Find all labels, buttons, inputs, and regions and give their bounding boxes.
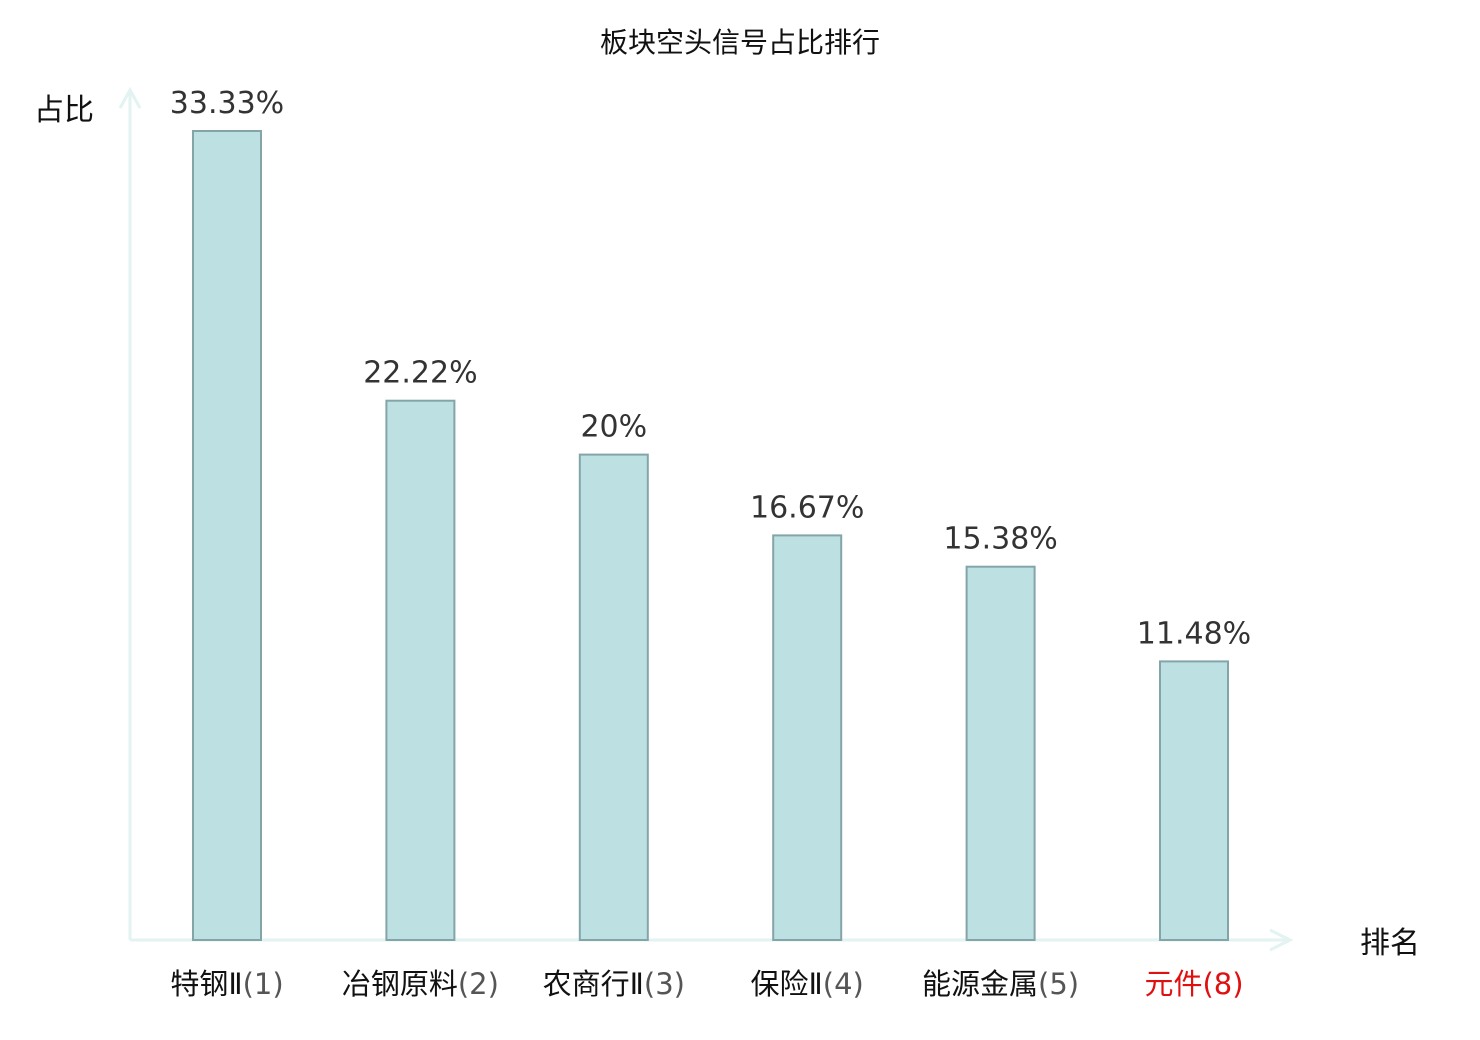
bars	[192, 130, 1229, 942]
category-label: 特钢Ⅱ(1)	[170, 967, 283, 1001]
axes	[118, 86, 1294, 952]
value-labels: 33.33% 22.22% 20% 16.67% 15.38% 11.48%	[170, 86, 1251, 651]
category-rank: (1)	[243, 967, 284, 1001]
y-axis-arrow-icon	[118, 86, 142, 109]
bar-value-label: 20%	[580, 410, 647, 445]
bar	[192, 130, 262, 941]
category-name: 特钢Ⅱ	[170, 967, 242, 1001]
category-name: 冶钢原料	[342, 967, 458, 1001]
bar-value-label: 11.48%	[1137, 616, 1251, 651]
category-name: 农商行Ⅱ	[543, 967, 644, 1001]
category-name: 能源金属	[922, 967, 1038, 1001]
chart-title: 板块空头信号占比排行	[600, 26, 880, 59]
category-rank: (2)	[458, 967, 499, 1001]
bar-value-label: 16.67%	[750, 490, 864, 525]
category-rank: (4)	[823, 967, 864, 1001]
x-axis-arrow-icon	[1269, 928, 1294, 952]
category-name: 元件	[1144, 967, 1202, 1001]
bar-value-label: 22.22%	[363, 356, 477, 391]
category-rank: (3)	[644, 967, 685, 1001]
bar-value-label: 33.33%	[170, 86, 284, 121]
bar	[1159, 660, 1229, 942]
bar	[772, 534, 843, 942]
category-label: 保险Ⅱ(4)	[751, 967, 864, 1001]
x-axis-label: 排名	[1360, 926, 1420, 961]
bar	[385, 399, 456, 941]
bar-value-label: 15.38%	[943, 522, 1057, 557]
category-name: 保险Ⅱ	[751, 967, 823, 1001]
bar	[578, 453, 649, 941]
category-labels: 特钢Ⅱ(1) 冶钢原料(2) 农商行Ⅱ(3) 保险Ⅱ(4) 能源金属(5) 元件(8)	[170, 967, 1243, 1001]
bar	[965, 565, 1036, 941]
category-label: 能源金属(5)	[922, 967, 1079, 1001]
category-label: 冶钢原料(2)	[342, 967, 499, 1001]
y-axis-label: 占比	[34, 93, 94, 128]
category-label: 农商行Ⅱ(3)	[543, 967, 685, 1001]
category-rank: (8)	[1202, 967, 1243, 1001]
category-label: 元件(8)	[1144, 967, 1243, 1001]
category-rank: (5)	[1038, 967, 1079, 1001]
